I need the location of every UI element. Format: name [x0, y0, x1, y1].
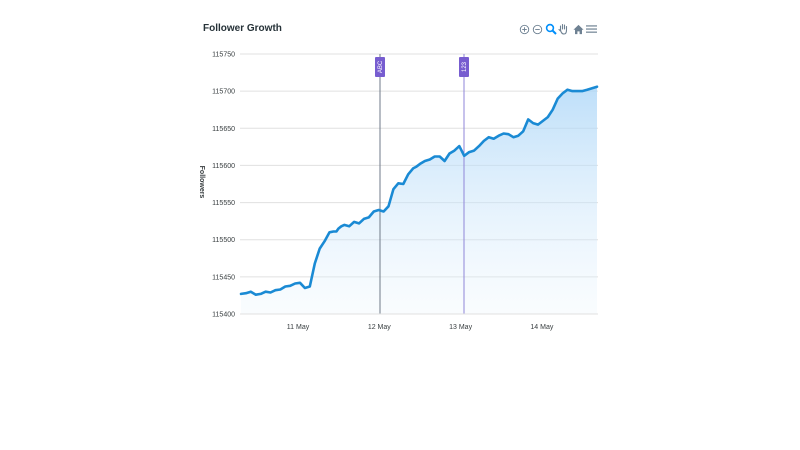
annotation-label: ABC — [378, 60, 384, 73]
annotation-abc: ABC — [375, 54, 385, 314]
grid-lines — [240, 53, 598, 315]
pan-button[interactable] — [557, 22, 570, 36]
y-tick-label: 115550 — [212, 200, 235, 207]
x-tick-label: 14 May — [530, 324, 553, 331]
y-tick-label: 115450 — [212, 274, 235, 281]
zoom-in-button[interactable] — [518, 22, 531, 36]
y-axis: 115400 115450 115500 115550 115600 115650 1157… — [212, 52, 235, 319]
chart-title: Follower Growth — [203, 23, 282, 34]
annotation-label: 123 — [462, 61, 468, 72]
zoom-out-button[interactable] — [531, 22, 544, 36]
annotation-123: 123 — [459, 54, 469, 314]
series-line — [239, 85, 599, 296]
reset-zoom-button[interactable] — [572, 22, 585, 36]
zoom-out-icon — [532, 24, 543, 34]
y-tick-label: 115400 — [212, 312, 235, 319]
zoom-in-icon — [519, 24, 530, 34]
y-axis-title: Followers — [198, 166, 205, 199]
y-tick-label: 115500 — [212, 237, 235, 244]
y-tick-label: 115700 — [212, 89, 235, 96]
x-tick-label: 13 May — [449, 324, 472, 331]
zoom-selection-button[interactable] — [544, 22, 557, 36]
x-tick-label: 11 May — [287, 324, 310, 331]
y-tick-label: 115600 — [212, 163, 235, 170]
zoom-selection-icon — [545, 23, 557, 35]
chart-toolbar — [518, 22, 598, 36]
area-fill — [241, 86, 597, 314]
x-tick-label: 12 May — [368, 324, 391, 331]
x-axis: 11 May 12 May 13 May 14 May — [287, 324, 554, 331]
menu-icon — [586, 25, 597, 33]
y-tick-label: 115750 — [212, 52, 235, 59]
annotations: ABC 123 — [375, 54, 469, 314]
menu-button[interactable] — [585, 22, 598, 36]
y-tick-label: 115650 — [212, 126, 235, 133]
home-icon — [573, 24, 584, 34]
pan-icon — [558, 23, 568, 35]
